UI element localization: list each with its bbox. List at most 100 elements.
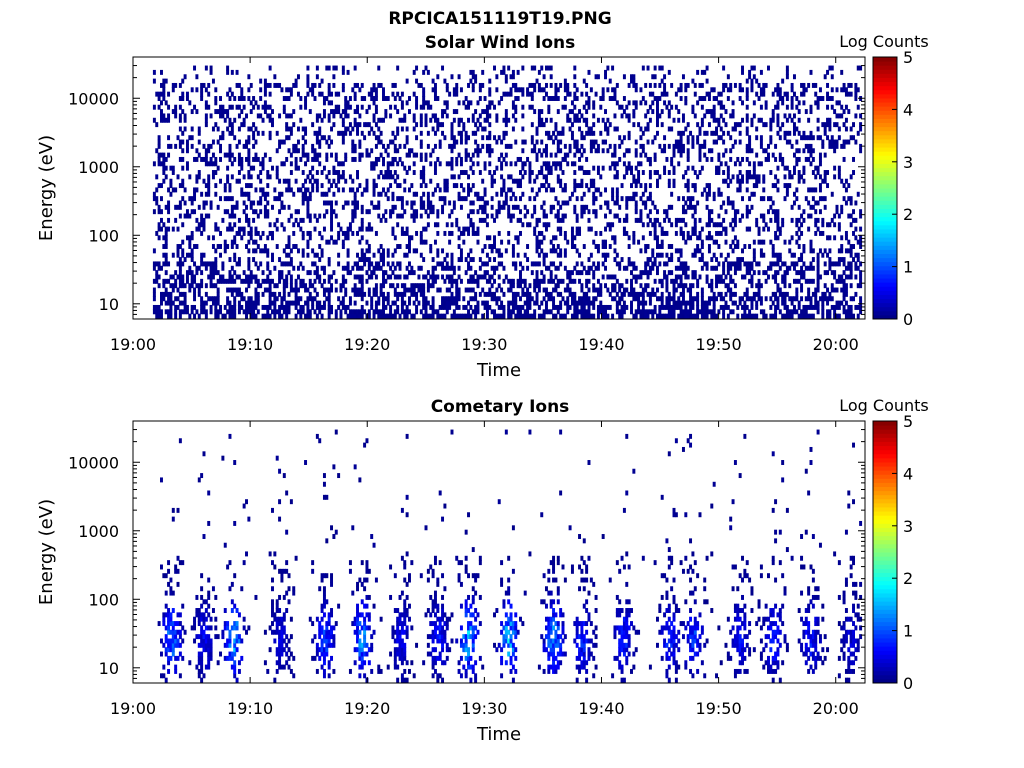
heatmap-cell (731, 291, 735, 297)
heatmap-cell (481, 143, 485, 149)
heatmap-cell (443, 304, 447, 310)
heatmap-cell (181, 222, 185, 228)
heatmap-cell (348, 296, 352, 302)
heatmap-cell (554, 213, 558, 219)
heatmap-cell (393, 143, 397, 149)
heatmap-cell (570, 130, 574, 136)
heatmap-cell (689, 291, 693, 297)
heatmap-cell (589, 130, 593, 136)
heatmap-cell (230, 239, 234, 245)
heatmap-cell (715, 239, 719, 245)
heatmap-cell (639, 248, 643, 254)
heatmap-cell (485, 117, 489, 123)
heatmap-cell (183, 187, 187, 193)
heatmap-cell (578, 252, 582, 258)
heatmap-cell (360, 209, 364, 215)
heatmap-cell (169, 283, 173, 289)
heatmap-cell (493, 313, 496, 319)
heatmap-cell (818, 96, 822, 101)
heatmap-cell (441, 304, 445, 310)
heatmap-cell (211, 283, 215, 289)
heatmap-cell (176, 274, 180, 280)
heatmap-cell (700, 252, 704, 258)
heatmap-cell (679, 265, 683, 271)
heatmap-cell (178, 117, 182, 123)
heatmap-cell (752, 191, 756, 197)
heatmap-cell (684, 126, 688, 132)
heatmap-cell (488, 78, 492, 84)
heatmap-cell (176, 304, 180, 310)
heatmap-cell (356, 313, 359, 319)
heatmap-cell (214, 100, 218, 106)
heatmap-cell (807, 278, 811, 284)
heatmap-cell (599, 230, 603, 236)
heatmap-cell (228, 222, 232, 228)
heatmap-cell (268, 135, 272, 141)
heatmap-cell (370, 304, 374, 310)
heatmap-cell (403, 283, 407, 289)
heatmap-cell (330, 309, 334, 315)
heatmap-cell (601, 139, 605, 145)
heatmap-cell (320, 170, 324, 175)
heatmap-cell (554, 161, 558, 167)
heatmap-cell (275, 174, 279, 180)
heatmap-cell (167, 278, 171, 284)
heatmap-cell (171, 283, 175, 289)
heatmap-cell (677, 283, 681, 289)
heatmap-cell (656, 117, 659, 123)
heatmap-cell (176, 174, 180, 180)
heatmap-cell (705, 91, 709, 97)
heatmap-cell (511, 204, 515, 210)
heatmap-cell (521, 87, 525, 93)
heatmap-cell (821, 296, 825, 302)
heatmap-cell (330, 274, 334, 280)
heatmap-cell (502, 156, 506, 162)
heatmap-cell (587, 270, 591, 276)
heatmap-cell (282, 178, 286, 184)
heatmap-cell (247, 87, 251, 93)
heatmap-cell (563, 200, 567, 206)
heatmap-cell (396, 183, 400, 189)
heatmap-cell (552, 296, 556, 302)
heatmap-cell (471, 183, 475, 189)
heatmap-cell (771, 209, 775, 215)
heatmap-cell (575, 96, 579, 101)
heatmap-cell (752, 291, 756, 297)
heatmap-cell (580, 183, 584, 189)
heatmap-cell (691, 139, 695, 145)
heatmap-cell (783, 183, 787, 189)
heatmap-cell (497, 261, 501, 267)
heatmap-cell (230, 287, 234, 293)
heatmap-cell (641, 304, 645, 310)
heatmap-cell (167, 91, 171, 97)
heatmap-cell (790, 217, 794, 223)
heatmap-cell (741, 274, 744, 280)
heatmap-cell (228, 313, 232, 319)
heatmap-cell (287, 87, 291, 93)
heatmap-cell (580, 91, 584, 97)
heatmap-cell (459, 183, 463, 189)
heatmap-cell (693, 274, 697, 280)
heatmap-cell (604, 244, 607, 249)
heatmap-cell (433, 165, 437, 171)
heatmap-cell (705, 278, 709, 284)
heatmap-cell (672, 143, 676, 149)
panel-title: Solar Wind Ions (425, 33, 576, 53)
heatmap-cell (724, 274, 728, 280)
heatmap-cell (214, 222, 218, 228)
heatmap-cell (450, 161, 454, 167)
heatmap-cell (502, 183, 506, 189)
heatmap-cell (778, 135, 782, 141)
heatmap-cell (648, 104, 652, 110)
heatmap-cell (341, 274, 345, 280)
heatmap-cell (523, 170, 527, 175)
heatmap-cell (601, 117, 605, 123)
heatmap-cell (266, 274, 270, 280)
heatmap-cell (398, 261, 402, 267)
heatmap-cell (230, 309, 234, 315)
heatmap-cell (573, 170, 577, 175)
heatmap-cell (228, 187, 232, 193)
heatmap-cell (237, 126, 241, 132)
heatmap-cell (235, 69, 239, 75)
heatmap-cell (320, 313, 324, 319)
